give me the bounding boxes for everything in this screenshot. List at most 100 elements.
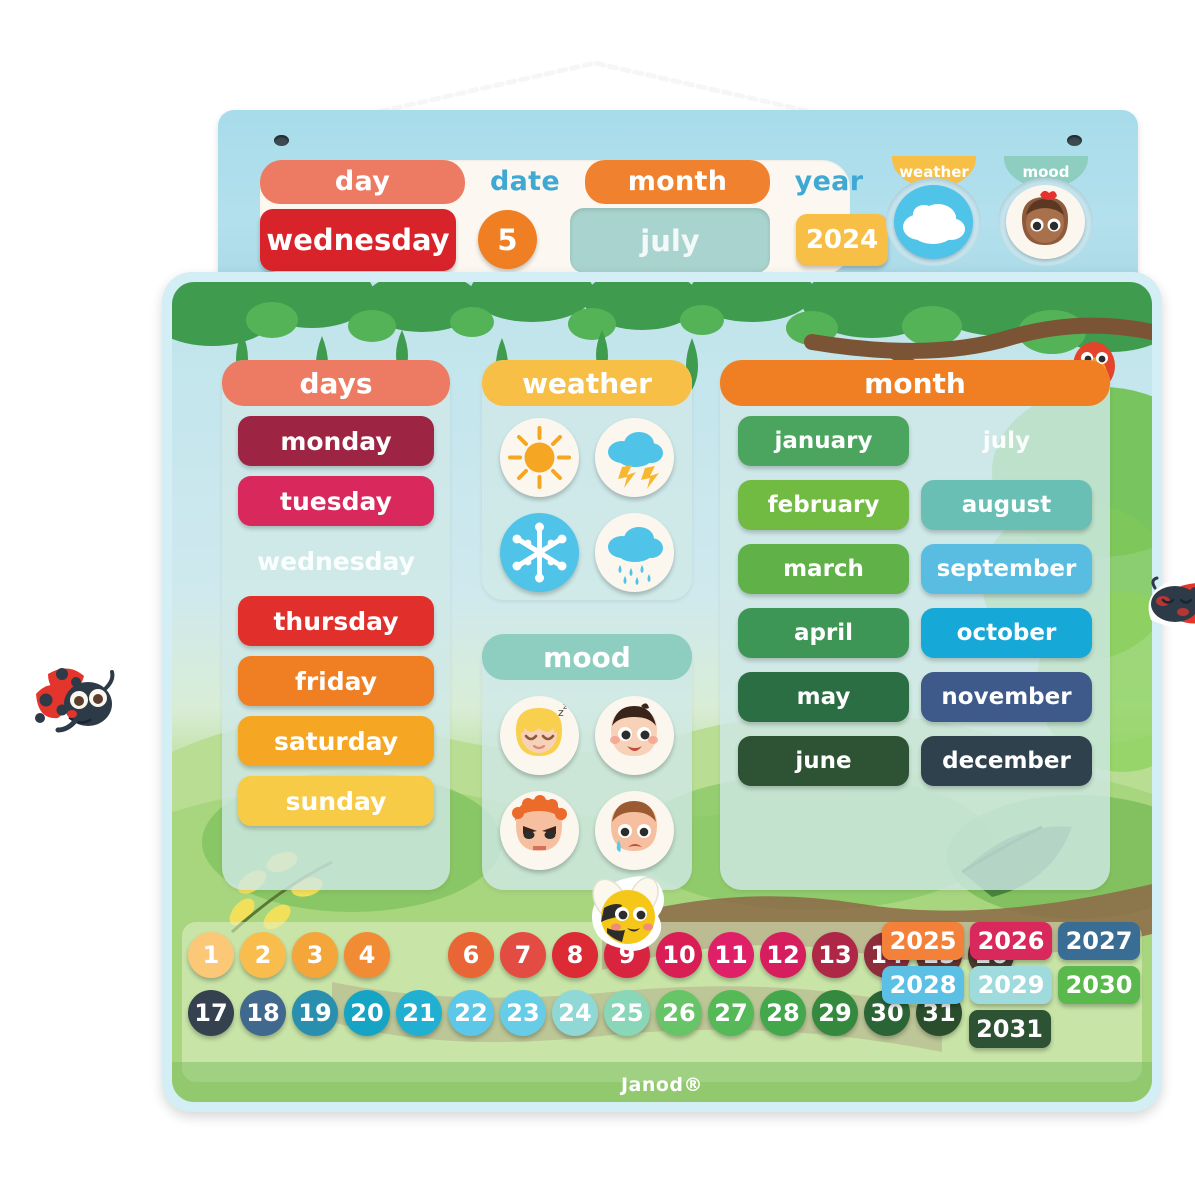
- weather-panel-title: weather: [482, 360, 692, 406]
- date-number-12[interactable]: 12: [760, 932, 806, 978]
- date-number-13[interactable]: 13: [812, 932, 858, 978]
- happy-face-icon[interactable]: [595, 696, 674, 775]
- year-magnet-group: 2025 2026 2027 2028 2029 2030 2031: [882, 922, 1140, 1054]
- year-row-2: 2028 2029 2030: [882, 966, 1140, 1004]
- year-2031[interactable]: 2031: [968, 1010, 1051, 1048]
- days-tile-list: monday tuesday wednesday thursday friday…: [238, 416, 434, 836]
- month-tile-february[interactable]: february: [738, 480, 909, 530]
- month-tile-april[interactable]: april: [738, 608, 909, 658]
- top-date-panel: day date month year wednesday 5 july 202…: [218, 110, 1138, 295]
- ladybug-magnet-board[interactable]: [1137, 570, 1195, 638]
- date-number-18[interactable]: 18: [240, 990, 286, 1036]
- year-2030[interactable]: 2030: [1058, 966, 1140, 1004]
- day-tile-monday[interactable]: monday: [238, 416, 434, 466]
- angry-face-icon[interactable]: [500, 791, 579, 870]
- bee-magnet[interactable]: [582, 872, 674, 954]
- day-tile-wednesday[interactable]: wednesday: [257, 546, 415, 576]
- date-number-21[interactable]: 21: [396, 990, 442, 1036]
- selected-month-magnet[interactable]: july: [570, 208, 770, 273]
- rain-cloud-icon[interactable]: [595, 513, 674, 592]
- rope-hole-left: [274, 135, 289, 146]
- selected-year-magnet[interactable]: 2024: [796, 214, 888, 266]
- month-tile-may[interactable]: may: [738, 672, 909, 722]
- date-number-17[interactable]: 17: [188, 990, 234, 1036]
- year-row-1: 2025 2026 2027: [882, 922, 1140, 960]
- month-tile-columns: january february march april may june ju…: [738, 416, 1092, 800]
- date-number-19[interactable]: 19: [292, 990, 338, 1036]
- svg-text:z: z: [558, 706, 564, 719]
- selected-day-magnet[interactable]: wednesday: [260, 209, 456, 271]
- date-number-27[interactable]: 27: [708, 990, 754, 1036]
- date-number-22[interactable]: 22: [448, 990, 494, 1036]
- ladybug-magnet-left[interactable]: [14, 648, 126, 758]
- mood-slot-well: [998, 178, 1093, 266]
- label-month: month: [585, 160, 770, 204]
- mood-badge-slot[interactable]: mood: [998, 156, 1093, 266]
- date-number-3[interactable]: 3: [292, 932, 338, 978]
- year-2028[interactable]: 2028: [882, 966, 964, 1004]
- day-tile-saturday[interactable]: saturday: [238, 716, 434, 766]
- day-tile-sunday[interactable]: sunday: [238, 776, 434, 826]
- year-row-3: 2031: [882, 1010, 1137, 1048]
- selected-date-slots: wednesday 5 july 2024: [248, 206, 888, 276]
- svg-text:z: z: [563, 702, 567, 711]
- date-number-2[interactable]: 2: [240, 932, 286, 978]
- date-number-4[interactable]: 4: [344, 932, 390, 978]
- year-2025[interactable]: 2025: [882, 922, 964, 960]
- date-number-24[interactable]: 24: [552, 990, 598, 1036]
- month-tile-november[interactable]: november: [921, 672, 1092, 722]
- date-number-7[interactable]: 7: [500, 932, 546, 978]
- girl-face-icon[interactable]: [1006, 185, 1085, 259]
- month-tile-march[interactable]: march: [738, 544, 909, 594]
- month-column-right: july august september october november d…: [921, 416, 1092, 800]
- date-number-8[interactable]: 8: [552, 932, 598, 978]
- year-2027[interactable]: 2027: [1058, 922, 1140, 960]
- date-number-6[interactable]: 6: [448, 932, 494, 978]
- sun-icon[interactable]: [500, 418, 579, 497]
- day-tile-tuesday[interactable]: tuesday: [238, 476, 434, 526]
- snowflake-icon[interactable]: [500, 513, 579, 592]
- weather-badge-slot[interactable]: weather: [886, 156, 981, 266]
- days-panel-title: days: [222, 360, 450, 406]
- weather-magnet-grid: [500, 418, 674, 592]
- label-day: day: [260, 160, 465, 204]
- month-tile-june[interactable]: june: [738, 736, 909, 786]
- date-number-26[interactable]: 26: [656, 990, 702, 1036]
- storm-icon[interactable]: [595, 418, 674, 497]
- date-number-23[interactable]: 23: [500, 990, 546, 1036]
- month-tile-december[interactable]: december: [921, 736, 1092, 786]
- month-tile-january[interactable]: january: [738, 416, 909, 466]
- month-panel-title: month: [720, 360, 1110, 406]
- mood-panel-title: mood: [482, 634, 692, 680]
- days-panel: days monday tuesday wednesday thursday f…: [222, 360, 450, 890]
- selected-date-magnet[interactable]: 5: [478, 210, 537, 269]
- month-tile-october[interactable]: october: [921, 608, 1092, 658]
- sad-face-icon[interactable]: [595, 791, 674, 870]
- date-number-28[interactable]: 28: [760, 990, 806, 1036]
- date-number-11[interactable]: 11: [708, 932, 754, 978]
- year-2026[interactable]: 2026: [970, 922, 1052, 960]
- date-number-1[interactable]: 1: [188, 932, 234, 978]
- day-tile-friday[interactable]: friday: [238, 656, 434, 706]
- cloud-icon[interactable]: [894, 185, 973, 259]
- sleepy-face-icon[interactable]: z z: [500, 696, 579, 775]
- date-number-25[interactable]: 25: [604, 990, 650, 1036]
- date-number-row-2: 17 18 19 20 21 22 23 24 25 26 27 28 29 3…: [188, 990, 968, 1036]
- brand-logo: Janod®: [620, 1074, 704, 1096]
- date-number-10[interactable]: 10: [656, 932, 702, 978]
- date-number-29[interactable]: 29: [812, 990, 858, 1036]
- day-tile-thursday[interactable]: thursday: [238, 596, 434, 646]
- rope-hole-right: [1067, 135, 1082, 146]
- month-tile-september[interactable]: september: [921, 544, 1092, 594]
- weather-panel: weather: [482, 360, 692, 600]
- month-tile-july[interactable]: july: [982, 428, 1031, 454]
- year-2029[interactable]: 2029: [970, 966, 1052, 1004]
- main-calendar-board: days monday tuesday wednesday thursday f…: [162, 272, 1195, 1112]
- weather-slot-well: [886, 178, 981, 266]
- month-column-left: january february march april may june: [738, 416, 909, 800]
- date-number-20[interactable]: 20: [344, 990, 390, 1036]
- month-panel: month january february march april may j…: [720, 360, 1110, 890]
- mood-magnet-grid: z z: [500, 696, 674, 870]
- month-tile-august[interactable]: august: [921, 480, 1092, 530]
